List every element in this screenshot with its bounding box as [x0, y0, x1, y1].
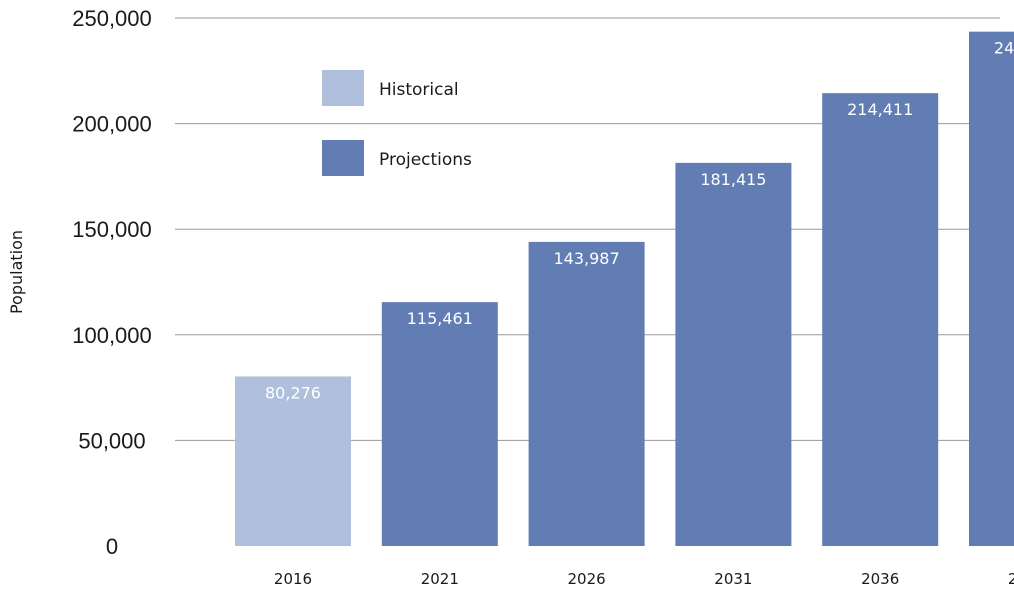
y-tick-label: 200,000: [72, 112, 152, 137]
x-tick-label: 2041: [1008, 570, 1014, 588]
bar-value-label: 115,461: [407, 309, 473, 328]
bar-2021: [381, 302, 498, 546]
legend-label: Historical: [379, 80, 459, 100]
x-tick-label: 2021: [421, 570, 459, 588]
legend-swatch-historical: [322, 70, 364, 106]
bar-2041: [969, 31, 1014, 546]
bar-value-label: 181,415: [700, 170, 766, 189]
bar-value-label: 143,987: [554, 249, 620, 268]
legend-label: Projections: [379, 150, 472, 170]
x-tick-label: 2016: [274, 570, 312, 588]
x-tick-label: 2026: [568, 570, 606, 588]
y-axis-ticks: 0 50,000 100,000 150,000 200,000 250,000: [72, 6, 152, 559]
y-tick-label: 100,000: [72, 323, 152, 348]
legend-swatch-projections: [322, 140, 364, 176]
bar-value-label: 80,276: [265, 383, 321, 402]
x-tick-label: 2036: [861, 570, 899, 588]
y-tick-label: 0: [106, 534, 118, 559]
bars: [235, 31, 1014, 547]
bar-2016: [235, 376, 351, 546]
bar-value-label: 214,411: [847, 100, 913, 119]
bar-2036: [822, 93, 939, 546]
y-axis-title: Population: [7, 230, 26, 314]
y-tick-label: 150,000: [72, 217, 152, 242]
y-tick-label: 250,000: [72, 6, 152, 31]
y-tick-label: 50,000: [78, 428, 145, 453]
bar-2031: [675, 162, 792, 547]
bar-2026: [528, 241, 645, 546]
bar-value-label: 243,531: [994, 39, 1014, 58]
x-axis-labels: 2016 2021 2026 2031 2036 2041: [274, 570, 1014, 588]
bar-value-labels: 80,276 115,461 143,987 181,415 214,411 243,53…: [265, 39, 1014, 403]
x-tick-label: 2031: [714, 570, 752, 588]
legend: Historical Projections: [322, 70, 472, 176]
